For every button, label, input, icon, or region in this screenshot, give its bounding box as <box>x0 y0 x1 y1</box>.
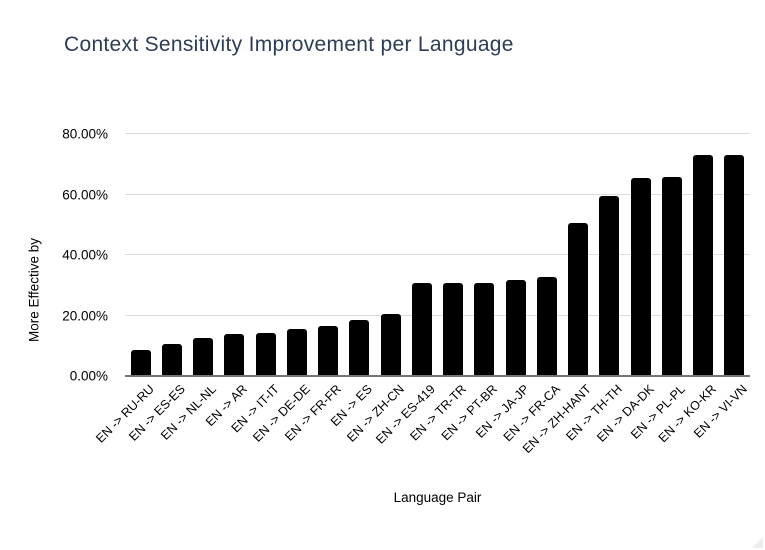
bar <box>630 177 651 376</box>
bar <box>349 320 370 376</box>
bar <box>661 177 682 376</box>
bar-slot <box>688 134 719 376</box>
x-axis-title: Language Pair <box>393 490 482 505</box>
y-tick-label: 60.00% <box>62 187 108 202</box>
bar <box>568 222 589 376</box>
bar-slot <box>188 134 219 376</box>
plot-area: 0.00% 20.00% 40.00% 60.00% 80.00% <box>62 127 750 384</box>
bar-slot <box>156 134 187 376</box>
bar <box>536 276 557 376</box>
bar-slot <box>469 134 500 376</box>
bar <box>255 333 276 376</box>
bar <box>599 195 620 376</box>
bar-slot <box>594 134 625 376</box>
bar <box>286 329 307 376</box>
bar <box>443 283 464 376</box>
bar <box>505 279 526 376</box>
bar-slot <box>313 134 344 376</box>
gridline <box>125 193 750 195</box>
gridline <box>125 314 750 316</box>
y-axis-title: More Effective by <box>26 237 42 343</box>
bar <box>693 155 714 376</box>
gridline <box>125 133 750 134</box>
bar-series <box>125 134 750 376</box>
bar <box>224 334 245 376</box>
bar-slot <box>625 134 656 376</box>
bar-slot <box>406 134 437 376</box>
bar <box>130 350 151 376</box>
bar-slot <box>719 134 750 376</box>
bar <box>724 155 745 376</box>
x-axis-line <box>125 375 750 377</box>
bar <box>318 326 339 376</box>
y-tick-label: 20.00% <box>62 308 108 323</box>
bar <box>161 343 182 376</box>
bar <box>411 283 432 376</box>
bar-slot <box>219 134 250 376</box>
bar <box>193 337 214 376</box>
bar-slot <box>500 134 531 376</box>
bar <box>380 314 401 376</box>
y-tick-label: 40.00% <box>62 247 108 263</box>
bar <box>474 283 495 376</box>
resize-grip-icon[interactable] <box>752 537 763 548</box>
bar-slot <box>125 134 156 376</box>
bar-slot <box>281 134 312 376</box>
bar-slot <box>344 134 375 376</box>
chart-title: Context Sensitivity Improvement per Lang… <box>64 33 514 56</box>
y-tick-label: 0.00% <box>69 368 108 384</box>
bar-slot <box>375 134 406 376</box>
bar-slot <box>563 134 594 376</box>
y-tick-label: 80.00% <box>62 126 108 142</box>
bar-slot <box>250 134 281 376</box>
bar-slot <box>656 134 687 376</box>
bar-slot <box>531 134 562 376</box>
bar-slot <box>438 134 469 376</box>
gridline <box>125 254 750 255</box>
